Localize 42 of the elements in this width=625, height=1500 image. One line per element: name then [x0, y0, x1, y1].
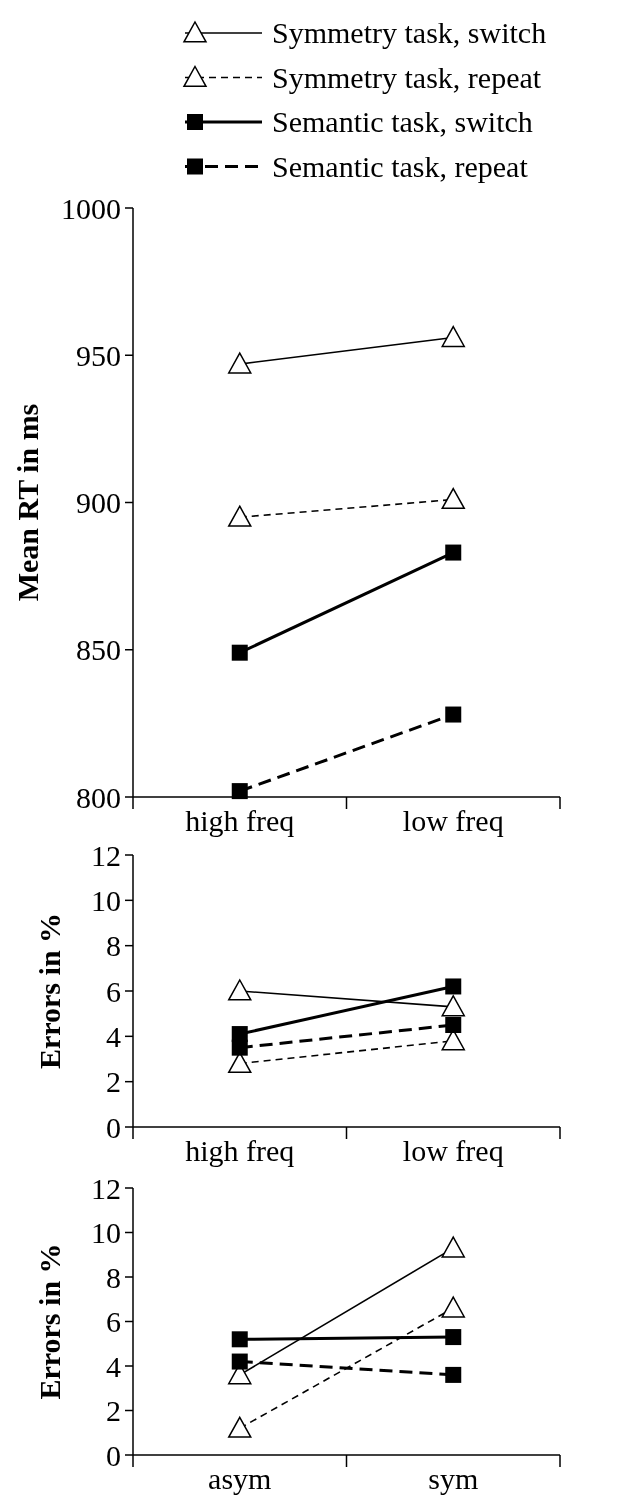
y-axis-title: Mean RT in ms — [11, 403, 44, 602]
y-tick-label: 10 — [91, 1216, 121, 1249]
point — [231, 644, 248, 661]
y-tick-label: 0 — [106, 1110, 121, 1144]
point — [445, 1366, 462, 1383]
y-tick-label: 0 — [106, 1438, 121, 1472]
x-tick-label: sym — [428, 1462, 479, 1495]
point — [445, 1329, 462, 1346]
y-tick-label: 1000 — [61, 191, 121, 225]
y-tick-label: 12 — [91, 1171, 121, 1205]
y-tick-label: 900 — [76, 486, 121, 519]
y-tick-label: 850 — [76, 633, 121, 667]
point — [445, 544, 462, 561]
point — [231, 1331, 248, 1348]
y-tick-label: 8 — [106, 1260, 121, 1294]
legend-label: Semantic task, switch — [272, 105, 533, 138]
y-axis-title: Errors in % — [33, 912, 66, 1070]
y-tick-label: 950 — [76, 338, 121, 372]
x-tick-label: high freq — [185, 804, 295, 837]
legend-label: Symmetry task, repeat — [272, 60, 542, 94]
x-tick-label: asym — [208, 1462, 272, 1495]
x-tick-label: low freq — [402, 1134, 504, 1167]
point — [445, 706, 462, 723]
y-tick-label: 10 — [91, 883, 121, 917]
y-tick-label: 4 — [106, 1019, 121, 1053]
x-tick-label: high freq — [185, 1134, 295, 1167]
point — [231, 783, 248, 800]
y-tick-label: 800 — [76, 780, 121, 814]
y-tick-label: 2 — [106, 1394, 121, 1427]
y-tick-label: 6 — [106, 1305, 121, 1338]
y-tick-label: 8 — [106, 929, 121, 963]
y-tick-label: 6 — [106, 974, 121, 1008]
y-tick-label: 4 — [106, 1349, 121, 1383]
y-axis-title: Errors in % — [33, 1243, 66, 1400]
y-tick-label: 2 — [106, 1065, 121, 1099]
point — [445, 1017, 462, 1033]
y-tick-label: 12 — [91, 838, 121, 872]
point — [445, 978, 462, 995]
legend-label: Semantic task, repeat — [272, 149, 529, 183]
point — [231, 1039, 248, 1056]
legend-label: Symmetry task, switch — [272, 16, 547, 49]
x-tick-label: low freq — [402, 804, 504, 837]
